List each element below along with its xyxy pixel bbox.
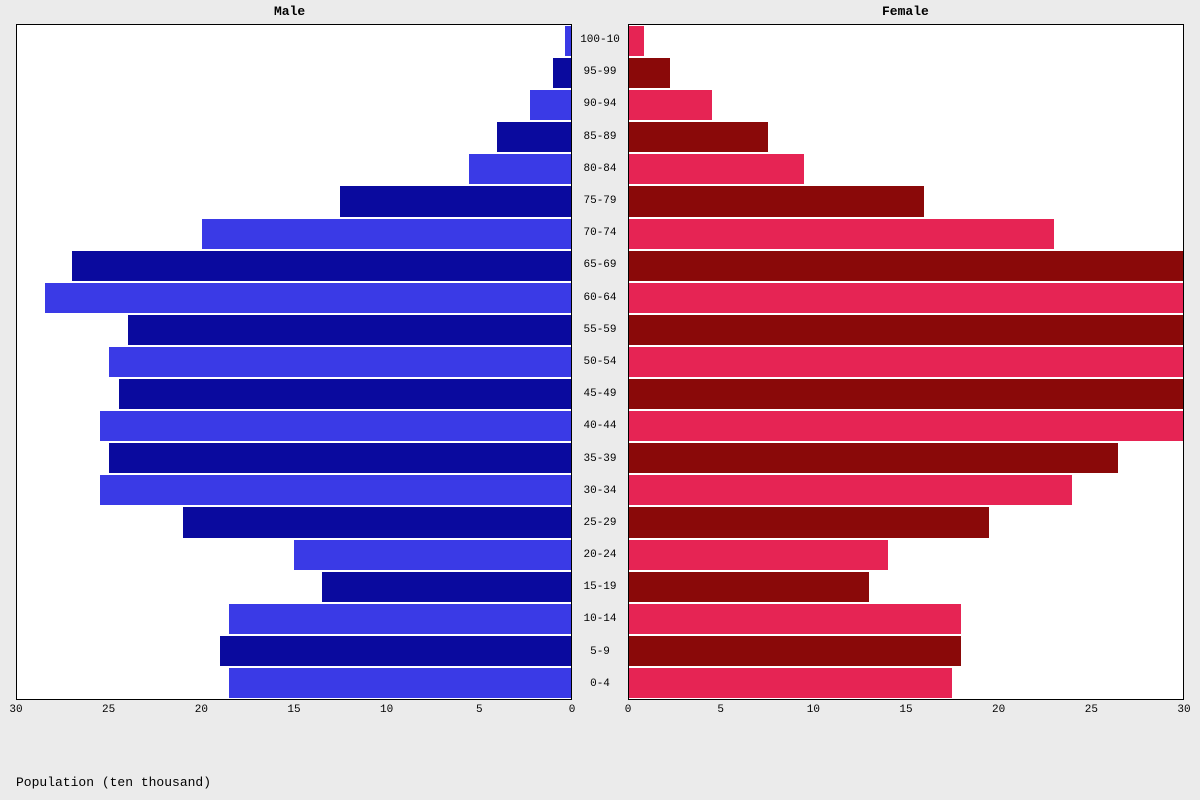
x-tick: 25 [1085, 704, 1098, 716]
age-label: 40-44 [583, 420, 616, 432]
age-label: 80-84 [583, 163, 616, 175]
male-bar [530, 90, 571, 120]
male-bar [45, 283, 571, 313]
axis-label: Population (ten thousand) [16, 775, 211, 790]
age-label: 55-59 [583, 324, 616, 336]
female-bar [629, 315, 1183, 345]
age-label: 60-64 [583, 292, 616, 304]
male-bar [72, 251, 571, 281]
female-bar [629, 411, 1183, 441]
age-label: 0-4 [590, 678, 610, 690]
female-bar [629, 636, 961, 666]
age-label: 20-24 [583, 549, 616, 561]
x-tick: 15 [899, 704, 912, 716]
male-bar [128, 315, 571, 345]
age-label: 70-74 [583, 227, 616, 239]
male-title: Male [274, 4, 305, 19]
x-tick: 20 [195, 704, 208, 716]
age-label: 90-94 [583, 98, 616, 110]
male-bar [340, 186, 571, 216]
female-bar [629, 540, 888, 570]
female-bar [629, 347, 1183, 377]
female-bar [629, 122, 768, 152]
x-tick: 10 [807, 704, 820, 716]
age-label: 15-19 [583, 581, 616, 593]
male-bar [220, 636, 571, 666]
male-bar [553, 58, 571, 88]
age-label: 5-9 [590, 646, 610, 658]
female-bar [629, 668, 952, 698]
female-bars-container [629, 25, 1183, 699]
female-plot [628, 24, 1184, 700]
female-bar [629, 58, 670, 88]
x-tick: 5 [476, 704, 483, 716]
male-bar [183, 507, 571, 537]
female-bar [629, 219, 1054, 249]
male-bar [109, 347, 571, 377]
x-tick: 0 [569, 704, 576, 716]
age-label: 50-54 [583, 356, 616, 368]
female-bar [629, 572, 869, 602]
age-label: 25-29 [583, 517, 616, 529]
female-bar [629, 475, 1072, 505]
male-bar [229, 668, 571, 698]
female-bar [629, 443, 1118, 473]
male-bar [229, 604, 571, 634]
x-axis: 302520151050051015202530 [16, 700, 1184, 724]
age-label: 65-69 [583, 259, 616, 271]
male-bar [109, 443, 571, 473]
age-label: 95-99 [583, 66, 616, 78]
male-bar [469, 154, 571, 184]
male-bar [322, 572, 571, 602]
female-bar [629, 379, 1183, 409]
age-label: 35-39 [583, 453, 616, 465]
female-bar [629, 26, 644, 56]
female-bar [629, 604, 961, 634]
female-bar [629, 251, 1183, 281]
x-tick: 30 [1177, 704, 1190, 716]
x-tick: 25 [102, 704, 115, 716]
x-tick: 15 [287, 704, 300, 716]
page-root: Male Female 100-10 95-99 90-94 85-89 80-84 75… [0, 0, 1200, 800]
female-bar [629, 90, 712, 120]
male-bar [100, 475, 571, 505]
age-axis: 100-10 95-99 90-94 85-89 80-84 75-79 70-74 65-6… [572, 24, 628, 700]
male-bar [119, 379, 571, 409]
male-bar [100, 411, 571, 441]
x-tick: 0 [625, 704, 632, 716]
x-tick: 20 [992, 704, 1005, 716]
male-bar [497, 122, 571, 152]
male-bars-container [17, 25, 571, 699]
female-bar [629, 507, 989, 537]
age-label: 75-79 [583, 195, 616, 207]
age-label: 45-49 [583, 388, 616, 400]
x-tick: 5 [717, 704, 724, 716]
chart-area: 100-10 95-99 90-94 85-89 80-84 75-79 70-74 65-6… [16, 24, 1184, 724]
male-plot [16, 24, 572, 700]
female-bar [629, 154, 804, 184]
male-bar [565, 26, 571, 56]
age-label: 30-34 [583, 485, 616, 497]
female-bar [629, 186, 924, 216]
male-bar [202, 219, 571, 249]
age-label: 10-14 [583, 613, 616, 625]
female-title: Female [882, 4, 929, 19]
age-label: 85-89 [583, 131, 616, 143]
female-bar [629, 283, 1183, 313]
chart-header: Male Female [0, 4, 1200, 24]
x-tick: 30 [9, 704, 22, 716]
x-tick: 10 [380, 704, 393, 716]
male-bar [294, 540, 571, 570]
age-label: 100-10 [580, 34, 620, 46]
